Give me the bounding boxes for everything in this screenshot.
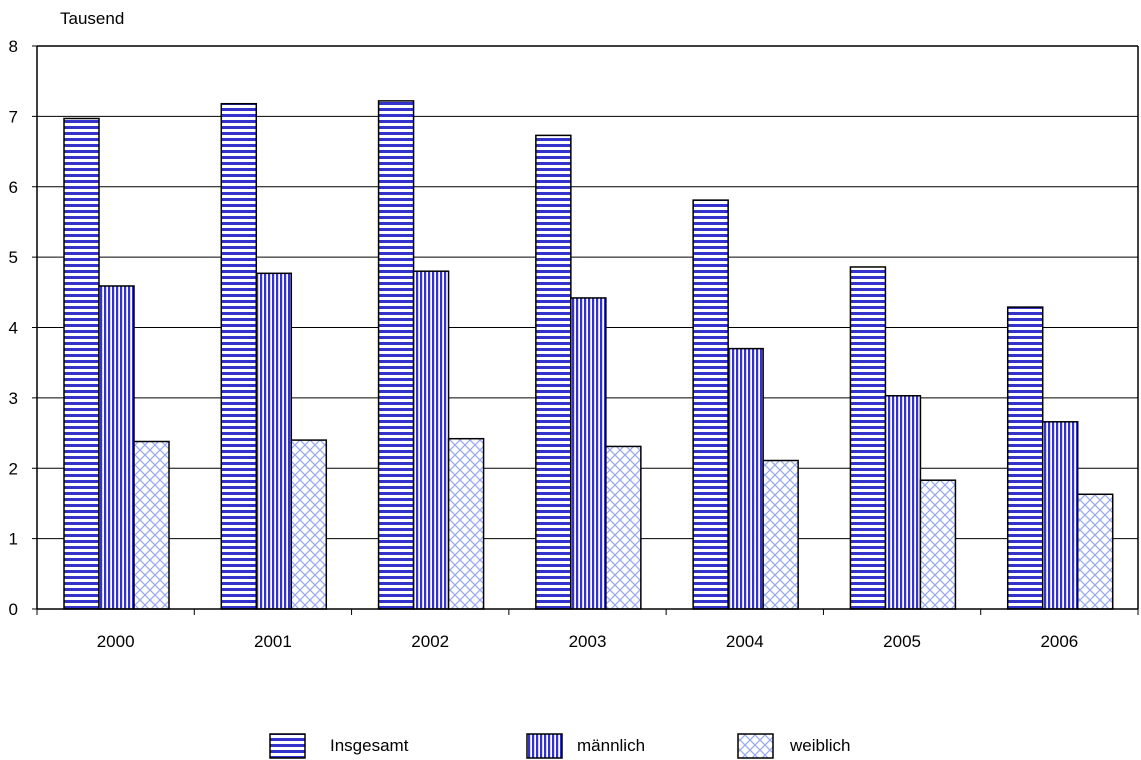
y-tick-label: 7 xyxy=(9,107,18,126)
axes xyxy=(36,45,1139,610)
x-tick-label: 2004 xyxy=(726,632,764,651)
bar-weiblich-2003 xyxy=(605,445,642,610)
legend: Insgesamt männlich weiblich xyxy=(269,733,850,759)
y-unit-label: Tausend xyxy=(60,9,124,28)
bar-weiblich-2002 xyxy=(447,437,485,610)
bar-insgesamt-2002 xyxy=(377,100,415,610)
x-tick-label: 2003 xyxy=(569,632,607,651)
bar-weiblich-2001 xyxy=(290,439,328,610)
bar-insgesamt-2006 xyxy=(1006,306,1044,610)
bar-insgesamt-2004 xyxy=(692,199,729,610)
legend-item-maennlich: männlich xyxy=(526,733,645,759)
bar-insgesamt-2003 xyxy=(535,134,572,610)
x-tick-label: 2001 xyxy=(254,632,292,651)
x-tick-label: 2000 xyxy=(97,632,135,651)
y-tick-label: 3 xyxy=(9,389,18,408)
legend-label-weiblich: weiblich xyxy=(789,736,850,755)
y-tick-label: 1 xyxy=(9,530,18,549)
y-tick-label: 2 xyxy=(9,459,18,478)
bar-maennlich-2001 xyxy=(255,272,293,610)
y-tick-label: 6 xyxy=(9,178,18,197)
bars xyxy=(63,100,1114,610)
bar-maennlich-2000 xyxy=(98,285,135,610)
y-tick-label: 4 xyxy=(9,319,18,338)
x-axis-ticks: 2000 2001 2002 2003 2004 2005 2006 xyxy=(36,609,1139,651)
bar-insgesamt-2001 xyxy=(220,102,258,610)
y-axis-ticks: 0 1 2 3 4 5 6 7 8 xyxy=(9,37,37,619)
bar-maennlich-2005 xyxy=(884,395,922,610)
bar-weiblich-2000 xyxy=(133,440,170,610)
y-tick-label: 0 xyxy=(9,600,18,619)
bar-weiblich-2006 xyxy=(1076,493,1114,610)
y-tick-label: 8 xyxy=(9,37,18,56)
legend-swatch-weiblich xyxy=(737,733,774,759)
x-tick-label: 2002 xyxy=(411,632,449,651)
bar-maennlich-2006 xyxy=(1041,421,1079,610)
bar-insgesamt-2000 xyxy=(63,117,100,610)
x-tick-label: 2005 xyxy=(883,632,921,651)
x-tick-label: 2006 xyxy=(1040,632,1078,651)
legend-swatch-insgesamt xyxy=(269,733,306,759)
bar-insgesamt-2005 xyxy=(849,266,887,610)
legend-label-maennlich: männlich xyxy=(577,736,645,755)
legend-item-insgesamt: Insgesamt xyxy=(269,733,409,759)
y-tick-label: 5 xyxy=(9,248,18,267)
bar-maennlich-2003 xyxy=(570,297,607,610)
bar-maennlich-2002 xyxy=(412,270,450,610)
legend-label-insgesamt: Insgesamt xyxy=(330,736,409,755)
bar-weiblich-2004 xyxy=(762,459,799,610)
legend-swatch-maennlich xyxy=(526,733,563,759)
legend-item-weiblich: weiblich xyxy=(737,733,850,759)
bar-weiblich-2005 xyxy=(919,479,957,610)
bar-maennlich-2004 xyxy=(727,347,764,610)
